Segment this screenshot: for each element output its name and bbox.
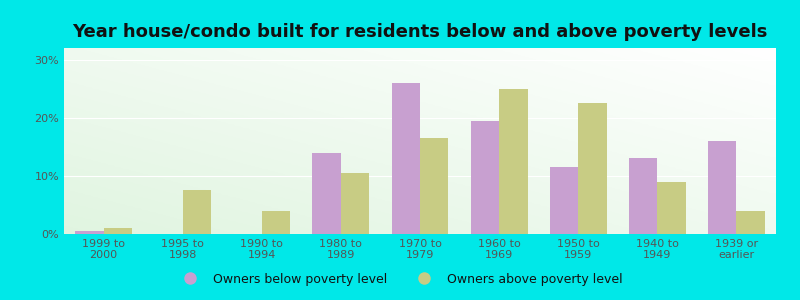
Bar xyxy=(182,190,211,234)
Bar xyxy=(629,158,658,234)
Bar xyxy=(708,141,737,234)
Bar xyxy=(420,138,449,234)
Bar xyxy=(550,167,578,234)
Bar xyxy=(578,103,606,234)
Bar xyxy=(262,211,290,234)
Title: Year house/condo built for residents below and above poverty levels: Year house/condo built for residents bel… xyxy=(72,23,768,41)
Bar xyxy=(391,83,420,234)
Bar xyxy=(103,228,132,234)
Bar xyxy=(341,173,370,234)
Legend: Owners below poverty level, Owners above poverty level: Owners below poverty level, Owners above… xyxy=(173,268,627,291)
Bar xyxy=(737,211,765,234)
Bar xyxy=(499,89,527,234)
Bar xyxy=(313,153,341,234)
Bar xyxy=(75,231,103,234)
Bar xyxy=(470,121,499,234)
Bar xyxy=(658,182,686,234)
